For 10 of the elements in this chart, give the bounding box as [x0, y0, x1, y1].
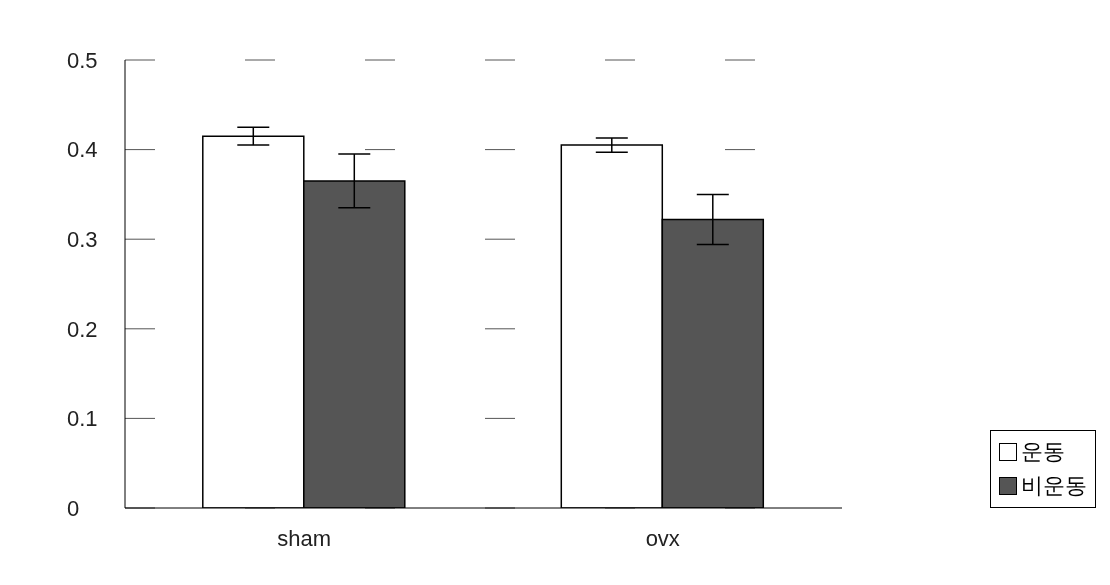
legend-label: 비운동 [1021, 472, 1087, 500]
legend-label: 운동 [1021, 438, 1065, 466]
y-tick-label: 0.3 [67, 227, 98, 253]
x-tick-label: ovx [645, 525, 680, 551]
y-tick-label: 0.5 [67, 47, 98, 73]
x-tick-label: sham [277, 525, 332, 551]
y-tick-label: 0.1 [67, 406, 98, 432]
y-tick-label: 0 [67, 495, 80, 521]
y-tick-label: 0.4 [67, 137, 98, 163]
y-tick-label: 0.2 [67, 316, 98, 342]
